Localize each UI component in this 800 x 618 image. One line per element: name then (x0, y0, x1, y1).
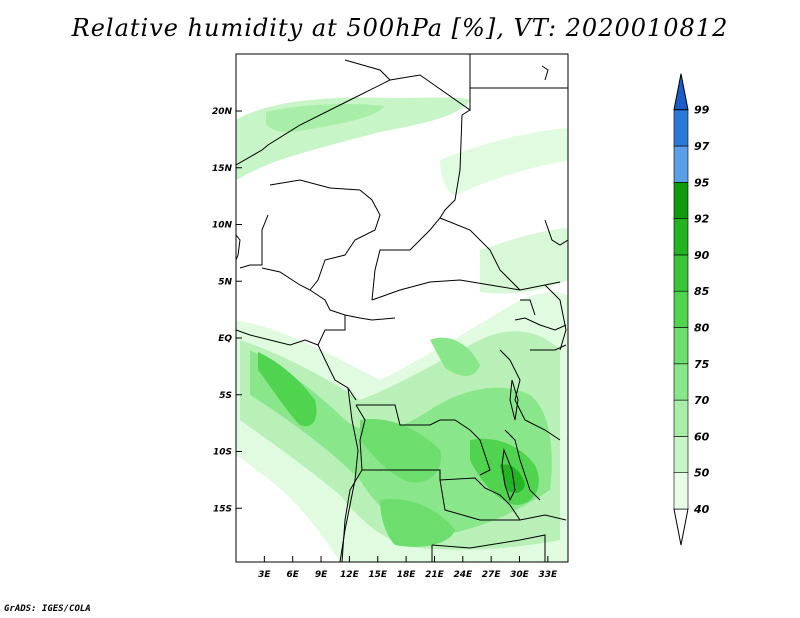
border-line (329, 309, 396, 321)
border-line (356, 404, 491, 476)
lon-tick-label: 30E (510, 570, 530, 580)
colorbar-segment (673, 182, 689, 219)
colorbar-segment (673, 399, 689, 437)
border-line (439, 479, 567, 521)
colorbar-top-arrow (673, 73, 689, 111)
humidity-core-south (380, 499, 455, 547)
border-line (261, 267, 331, 311)
colorbar-label: 75 (694, 358, 710, 371)
lat-tick-label: 10S (213, 448, 232, 458)
colorbar-label: 50 (694, 467, 710, 480)
lon-tick-label: 15E (368, 570, 388, 580)
lat-tick-label: EQ (218, 334, 232, 344)
country-borders (236, 54, 568, 562)
lake-line (501, 448, 516, 502)
border-line (371, 109, 471, 301)
border-line (514, 317, 567, 331)
lon-tick-label: 27E (482, 570, 502, 580)
lon-tick-label: 21E (425, 570, 445, 580)
border-line (236, 234, 241, 261)
border-line (389, 54, 471, 111)
colorbar: 40 50 60 70 75 80 85 90 92 95 97 99 (673, 73, 710, 546)
colorbar-label: 99 (694, 104, 710, 117)
map-title: Relative humidity at 500hPa [%], VT: 202… (71, 14, 729, 42)
humidity-shading (236, 97, 568, 562)
coastline (236, 329, 319, 346)
lon-tick-label: 33E (539, 570, 559, 580)
colorbar-label: 80 (694, 322, 710, 335)
colorbar-label: 95 (694, 176, 710, 189)
lat-tick-label: 15N (212, 164, 233, 174)
border-line (239, 214, 269, 269)
colorbar-label: 40 (693, 503, 710, 516)
border-line (236, 59, 391, 166)
lat-tick-label: 20N (212, 107, 233, 117)
colorbar-label: 97 (694, 140, 710, 153)
lon-tick-label: 12E (340, 570, 360, 580)
lon-tick-label: 9E (315, 570, 328, 580)
longitude-axis: 3E 6E 9E 12E 15E 18E 21E 24E 27E 30E 33E (258, 556, 558, 580)
colorbar-segment (673, 290, 689, 328)
colorbar-label: 92 (694, 213, 710, 226)
border-line (371, 279, 561, 301)
border-line (499, 349, 561, 441)
border-line (309, 189, 381, 291)
lat-tick-label: 15S (213, 504, 232, 514)
lat-tick-label: 5S (219, 391, 232, 401)
border-line (544, 219, 568, 246)
lat-tick-label: 5N (218, 277, 232, 287)
colorbar-segment (673, 472, 689, 510)
colorbar-segment (673, 109, 689, 147)
humidity-plume-north (430, 337, 480, 376)
colorbar-segment (673, 327, 689, 365)
colorbar-segment (673, 363, 689, 401)
lat-tick-label: 10N (212, 221, 233, 231)
border-line (530, 344, 567, 351)
humidity-band-ne (440, 128, 568, 196)
border-line (504, 429, 541, 501)
lon-tick-label: 24E (453, 570, 473, 580)
border-line (362, 469, 521, 521)
lon-tick-label: 6E (286, 570, 299, 580)
border-line (541, 65, 549, 81)
border-line (520, 299, 536, 316)
humidity-band-east (480, 228, 568, 294)
border-line (544, 284, 567, 351)
colorbar-segment (673, 436, 689, 473)
humidity-core-west (258, 352, 317, 427)
lon-tick-label: 3E (258, 570, 271, 580)
colorbar-segment (673, 254, 689, 292)
coastline (339, 387, 359, 562)
border-line (317, 315, 357, 401)
colorbar-segment (673, 145, 689, 183)
colorbar-label: 85 (694, 285, 710, 298)
colorbar-label: 70 (694, 394, 710, 407)
humidity-core-center (360, 419, 441, 483)
humidity-core-east-inner (500, 464, 525, 493)
colorbar-bottom-arrow (673, 508, 689, 546)
lake-line (509, 379, 519, 421)
humidity-band-north-core (266, 104, 385, 132)
colorbar-label: 90 (694, 249, 710, 262)
border-line (431, 534, 546, 562)
border-line (269, 179, 361, 191)
colorbar-label: 60 (694, 430, 710, 443)
border-line (439, 217, 521, 291)
map-frame (235, 53, 569, 563)
colorbar-segment (673, 218, 689, 256)
latitude-axis: 20N 15N 10N 5N EQ 5S 10S 15S (212, 107, 242, 514)
lon-tick-label: 18E (397, 570, 417, 580)
credit-text: GrADS: IGES/COLA (4, 604, 91, 614)
